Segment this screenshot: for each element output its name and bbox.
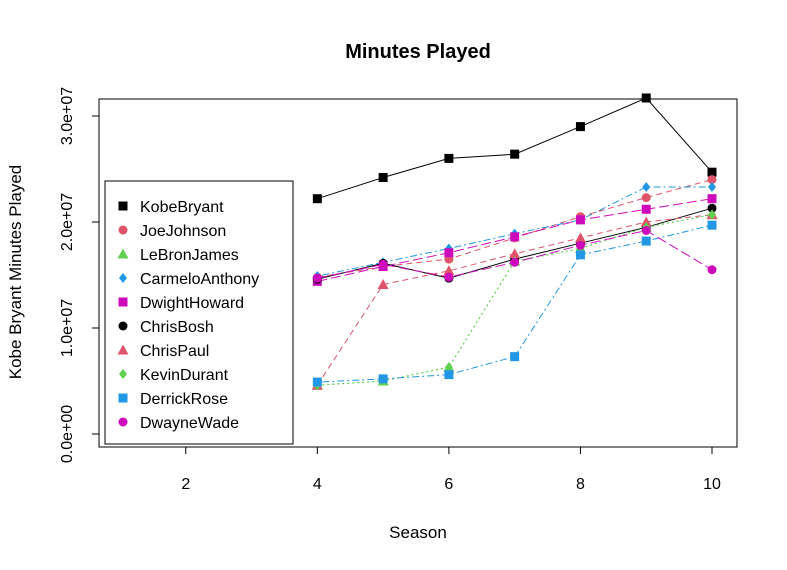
data-point-DwayneWade [641,225,651,235]
legend-label: DwayneWade [140,415,239,432]
data-point-DwayneWade [312,273,322,283]
axes-layer: 2 4 6 8 10 0.0e+00 1.0e+07 2.0e+07 3.0e+07 [59,87,721,493]
x-tick-label: 6 [444,476,453,493]
data-point-DwightHoward [444,248,454,258]
data-point-JoeJohnson [707,175,717,185]
legend-item: CarmeloAnthony [119,271,259,288]
x-axis-label: Season [389,523,447,542]
data-point-DwayneWade [444,272,454,282]
data-point-KobeBryant [312,194,322,204]
x-tick-label: 10 [703,476,721,493]
data-point-DerrickRose [707,220,717,230]
legend-item: DwightHoward [118,295,244,312]
series-DwayneWade [312,225,717,283]
data-point-ChrisPaul [640,216,652,227]
data-point-DwightHoward [575,215,585,225]
data-point-ChrisBosh [707,203,717,213]
data-point-KobeBryant [510,149,520,159]
series-KobeBryant [312,93,717,204]
legend-label: LeBronJames [140,247,239,264]
data-point-DwayneWade [707,265,717,275]
x-tick-label: 2 [181,476,190,493]
legend-label: DwightHoward [140,295,244,312]
series-ChrisPaul [311,209,718,390]
legend-marker-ChrisPaul [117,344,129,355]
data-point-DerrickRose [444,370,454,380]
legend-item: DerrickRose [118,391,228,408]
y-tick-label: 1.0e+07 [59,299,76,357]
legend-item: LeBronJames [117,247,239,264]
legend-label: DerrickRose [140,391,228,408]
data-point-ChrisPaul [443,265,455,276]
data-point-DerrickRose [312,377,322,387]
legend-marker-JoeJohnson [118,225,128,235]
plot-layer [311,93,718,391]
series-DerrickRose [312,220,717,387]
legend-item: DwayneWade [118,415,239,432]
data-point-DwightHoward [707,194,717,204]
data-point-ChrisPaul [509,248,521,259]
legend: KobeBryant JoeJohnson LeBronJames CarmeloAn… [104,180,294,445]
data-point-KobeBryant [444,153,454,163]
data-point-DerrickRose [575,250,585,260]
data-point-DerrickRose [641,236,651,246]
legend-marker-KevinDurant [119,369,127,379]
data-point-DwightHoward [510,232,520,242]
y-tick-label: 2.0e+07 [59,193,76,251]
data-point-DwayneWade [378,259,388,269]
legend-marker-DwayneWade [118,417,128,427]
legend-item: ChrisBosh [118,319,214,336]
data-point-ChrisPaul [574,232,586,243]
legend-label: JoeJohnson [140,223,226,240]
data-point-CarmeloAnthony [708,182,716,193]
data-point-KevinDurant [444,362,453,373]
data-point-DerrickRose [510,352,520,362]
data-point-KobeBryant [641,93,651,103]
legend-label: ChrisBosh [140,319,214,336]
legend-marker-CarmeloAnthony [119,273,127,283]
data-point-DwayneWade [510,257,520,267]
legend-label: ChrisPaul [140,343,209,360]
x-tick-label: 8 [576,476,585,493]
chart-title: Minutes Played [345,41,491,63]
legend-marker-DerrickRose [118,393,128,403]
data-point-DwightHoward [641,204,651,214]
legend-label: CarmeloAnthony [140,271,259,288]
legend-box [104,180,294,445]
data-point-CarmeloAnthony [642,182,651,193]
data-point-KobeBryant [575,122,585,132]
data-point-KobeBryant [378,172,388,182]
legend-marker-LeBronJames [117,248,129,259]
legend-label: KevinDurant [140,367,229,384]
legend-item: JoeJohnson [118,223,226,240]
x-tick-label: 4 [313,476,322,493]
legend-marker-KobeBryant [118,201,128,211]
legend-label: KobeBryant [140,199,224,216]
y-axis-label: Kobe Bryant Minutes Played [6,165,25,380]
data-point-KobeBryant [707,167,717,177]
y-tick-label: 0.0e+00 [59,405,76,463]
data-point-DwayneWade [575,240,585,250]
legend-item: KevinDurant [119,367,229,384]
y-tick-label: 3.0e+07 [59,87,76,145]
legend-item: KobeBryant [118,199,224,216]
data-point-KevinDurant [708,209,716,220]
data-point-ChrisPaul [377,279,389,290]
legend-marker-DwightHoward [118,297,128,307]
legend-item: ChrisPaul [117,343,209,360]
legend-marker-ChrisBosh [118,321,128,331]
data-point-DerrickRose [378,374,388,384]
data-point-JoeJohnson [641,193,651,203]
